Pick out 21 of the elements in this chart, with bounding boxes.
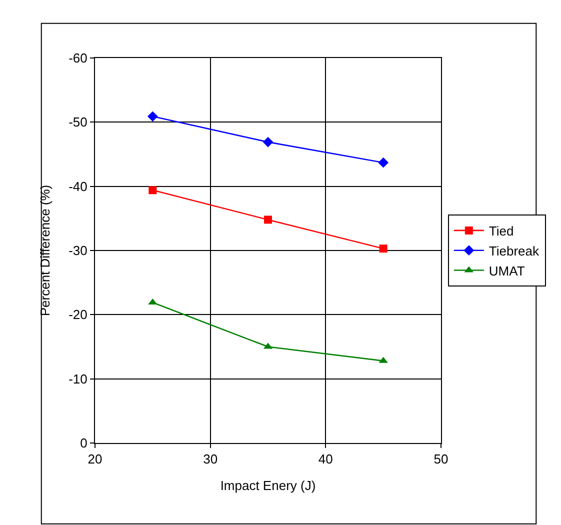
point — [148, 186, 157, 194]
point — [147, 111, 158, 122]
x-tick-label: 20 — [88, 452, 102, 467]
y-tick-label: 0 — [80, 436, 88, 451]
x-axis-title: Impact Enery (J) — [220, 478, 316, 494]
legend-label: Tied — [488, 224, 514, 239]
y-tick-label: -30 — [68, 243, 88, 258]
y-tick-label: -20 — [68, 307, 88, 322]
x-tick-label: 30 — [203, 452, 218, 467]
point — [379, 244, 388, 253]
point — [264, 216, 272, 224]
y-tick-label: -60 — [68, 50, 88, 66]
x-tick-label: 40 — [318, 452, 333, 467]
point — [262, 136, 274, 148]
y-tick-label: -10 — [68, 371, 88, 386]
y-tick-label: -50 — [68, 114, 88, 130]
x-tick-label: 50 — [434, 452, 448, 467]
legend-label: UMAT — [488, 263, 525, 278]
point — [378, 157, 389, 168]
legend-label: Tiebreak — [488, 243, 540, 258]
y-tick-label: -40 — [68, 178, 88, 194]
